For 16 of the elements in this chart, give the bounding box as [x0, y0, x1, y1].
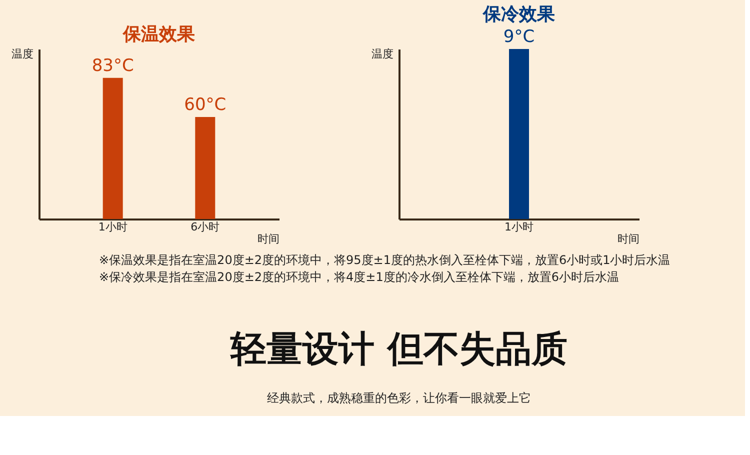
x-tick-label: 1小时	[98, 220, 128, 234]
chart-title: 保温效果	[122, 24, 196, 45]
y-axis-title: 温度	[372, 48, 394, 60]
data-label: 83°C	[92, 56, 134, 76]
x-axis-title: 时间	[258, 232, 280, 246]
text: 轻量设计 但不失品质	[230, 329, 568, 370]
data-label: 60°C	[184, 95, 226, 115]
y-axis-title: 温度	[12, 48, 34, 60]
text: ※保温效果是指在室温20度±2度的环境中，将95度±1度的热水倒入至栓体下端，放置6小时或1小时后水温	[99, 253, 670, 267]
x-tick-label: 1小时	[504, 220, 534, 234]
text: 经典款式，成熟稳重的色彩，让你看一眼就爱上它	[267, 391, 531, 405]
chart-title: 保冷效果	[482, 4, 556, 25]
x-axis-title: 时间	[618, 232, 640, 246]
data-label: 9°C	[503, 27, 535, 47]
text: ※保冷效果是指在室温20度±2度的环境中，将4度±1度的冷水倒入至栓体下端，放置6小时后水温	[99, 270, 619, 284]
x-tick-label: 6小时	[190, 220, 220, 234]
